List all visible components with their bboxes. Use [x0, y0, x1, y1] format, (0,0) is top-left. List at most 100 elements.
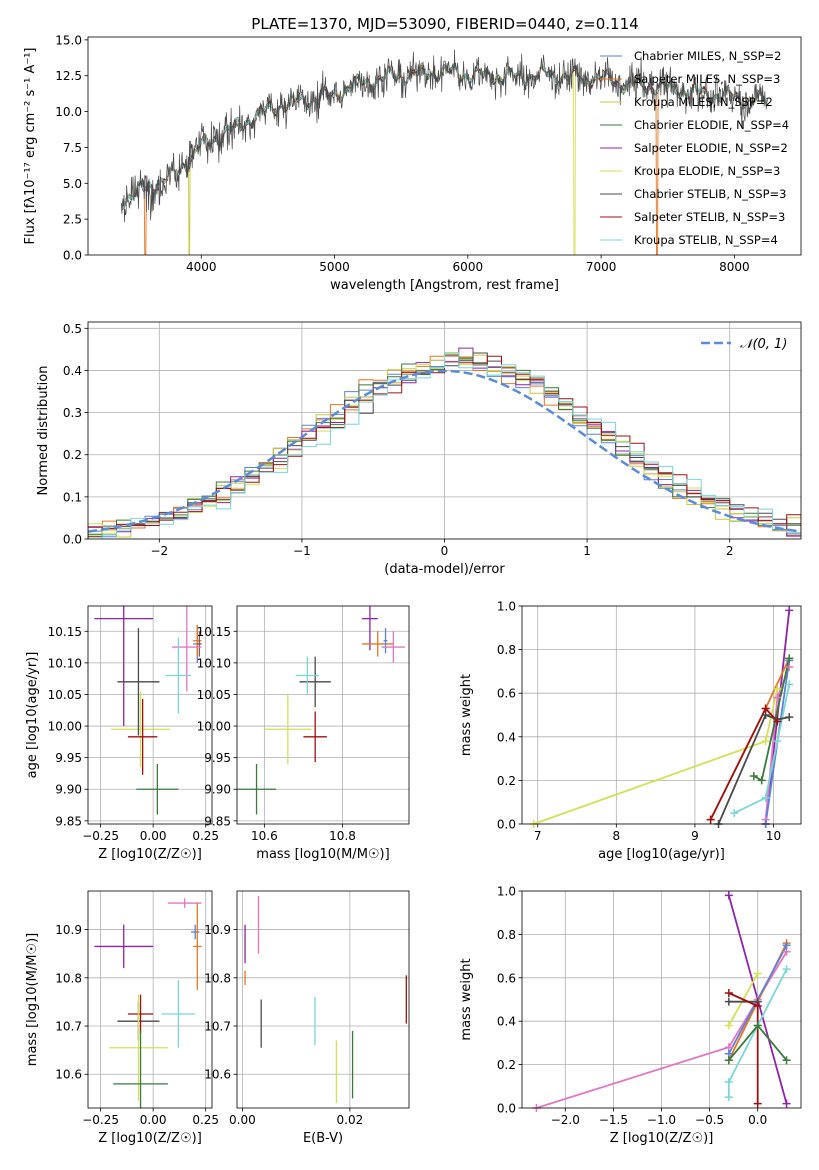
x-tick-label: 10.6: [251, 829, 278, 843]
y-tick-label: 5.0: [63, 177, 82, 191]
y-tick-label: 10.9: [204, 923, 231, 937]
x-tick-label: 0.00: [140, 1113, 167, 1127]
x-tick-label: −1: [293, 544, 311, 558]
x-tick-label: 1: [583, 544, 591, 558]
y-tick-label: 10.10: [48, 656, 82, 670]
mass-vs-ebv-plot-area: [237, 891, 409, 1108]
x-axis-label: age [log10(age/yr)]: [598, 847, 725, 862]
mass-weight-marker: [724, 1093, 733, 1102]
mass-weight-vs-age-frame: [521, 605, 802, 825]
residuals-frame: [87, 321, 802, 540]
mass-weight-marker: [785, 606, 794, 615]
y-tick-label: 0.6: [497, 687, 516, 701]
mass-weight-marker: [724, 997, 733, 1006]
x-tick-label: −1.0: [647, 1113, 676, 1127]
spectrum-series-line: [120, 62, 768, 255]
histogram-series: [88, 352, 801, 539]
mass-weight-marker: [724, 1077, 733, 1086]
residuals-plot-area: [88, 322, 801, 539]
age-vs-Z-plot-area: [88, 606, 212, 824]
y-tick-label: 12.5: [55, 69, 82, 83]
y-tick-label: 0.0: [497, 818, 516, 832]
mass-weight-line: [533, 688, 779, 824]
y-tick-label: 0.4: [63, 364, 82, 378]
y-tick-label: 10.00: [197, 720, 231, 734]
x-tick-label: 8000: [719, 260, 750, 274]
y-tick-label: 10.05: [197, 688, 231, 702]
x-axis-label: wavelength [Angstrom, rest frame]: [330, 278, 559, 293]
y-tick-label: 0.2: [497, 774, 516, 788]
x-tick-label: 2: [726, 544, 734, 558]
y-tick-label: 0.6: [497, 971, 516, 985]
mass-weight-marker: [785, 713, 794, 722]
y-axis-label: Flux [fλ10⁻¹⁷ erg cm⁻² s⁻¹ A⁻¹]: [23, 48, 38, 245]
mass-weight-line: [733, 684, 791, 814]
mass-weight-marker: [782, 1056, 791, 1065]
y-tick-label: 0.8: [497, 928, 516, 942]
legend-entry: 𝒩(0, 1): [740, 337, 787, 352]
mass-weight-marker: [753, 1002, 762, 1011]
y-tick-label: 10.15: [48, 625, 82, 639]
age-vs-Z-frame: [87, 605, 213, 825]
normal-curve: [88, 369, 801, 533]
mass-weight-marker: [782, 1099, 791, 1108]
legend-entry: Salpeter ELODIE, N_SSP=2: [634, 141, 788, 155]
y-tick-label: 10.7: [204, 1020, 231, 1034]
y-tick-label: 0.4: [497, 730, 516, 744]
x-tick-label: 4000: [186, 260, 217, 274]
y-tick-label: 9.95: [204, 751, 231, 765]
y-axis-label: mass weight: [459, 958, 474, 1040]
spectrum-series-line: [121, 62, 768, 255]
y-tick-label: 10.8: [55, 971, 82, 985]
y-tick-label: 0.4: [497, 1015, 516, 1029]
y-tick-label: 9.85: [204, 814, 231, 828]
y-tick-label: 0.0: [63, 533, 82, 547]
x-axis-label: Z [log10(Z/Z☉)]: [610, 1131, 714, 1146]
mass-weight-marker: [773, 693, 782, 702]
spectrum-series-line: [120, 49, 768, 223]
y-axis-label: Normed distribution: [36, 366, 51, 496]
y-tick-label: 10.6: [204, 1068, 231, 1082]
mass-weight-marker: [753, 969, 762, 978]
x-tick-label: −2: [150, 544, 168, 558]
mass-weight-marker: [724, 891, 733, 900]
plot-layer: 4000 5000 6000 7000 80000.02.55.07.510.012.5…: [23, 33, 802, 1146]
y-tick-label: 0.3: [63, 406, 82, 420]
mass-weight-marker: [730, 809, 739, 818]
y-tick-label: 0.2: [63, 448, 82, 462]
y-tick-label: 10.05: [48, 688, 82, 702]
x-tick-label: −0.25: [82, 1113, 119, 1127]
mass-vs-Z-frame: [87, 890, 213, 1109]
y-tick-label: 0.5: [63, 322, 82, 336]
y-tick-label: 0.0: [497, 1102, 516, 1116]
mass-weight-marker: [773, 717, 782, 726]
mass-weight-marker: [782, 941, 791, 950]
mass-weight-marker: [753, 1099, 762, 1108]
figure-title: PLATE=1370, MJD=53090, FIBERID=0440, z=0…: [251, 15, 638, 33]
mass-weight-marker: [773, 684, 782, 693]
y-tick-label: 9.90: [55, 783, 82, 797]
mass-weight-marker: [773, 737, 782, 746]
x-tick-label: −0.5: [695, 1113, 724, 1127]
mass-weight-line: [727, 968, 788, 1098]
y-tick-label: 9.95: [55, 751, 82, 765]
legend-entry: Chabrier ELODIE, N_SSP=4: [634, 118, 789, 132]
x-axis-label: mass [log10(M/M☉)]: [256, 847, 389, 862]
mass-weight-marker: [785, 654, 794, 663]
x-tick-label: 7: [534, 829, 542, 843]
y-tick-label: 10.0: [55, 105, 82, 119]
mass-vs-Z-axes: −0.25 0.00 0.25 10.6 10.7 10.8 10.9 Z [log10(Z/…: [25, 890, 219, 1146]
mass-weight-marker: [724, 1021, 733, 1030]
y-tick-label: 0.0: [63, 249, 82, 263]
mass-weight-marker: [753, 1021, 762, 1030]
y-tick-label: 10.9: [55, 923, 82, 937]
x-tick-label: 0.00: [140, 829, 167, 843]
mass-weight-vs-Z-frame: [521, 890, 802, 1109]
y-tick-label: 1.0: [497, 600, 516, 614]
y-tick-label: 15.0: [55, 33, 82, 47]
residuals-axes: −2 −1 0 1 2 0.0 0.1 0.2 0.3 0.4 0.5 (data-model)/er…: [36, 321, 802, 577]
y-tick-label: 2.5: [63, 213, 82, 227]
mass-weight-marker: [706, 815, 715, 824]
age-vs-mass-axes: 10.6 10.8 9.85 9.90 9.95 10.00 10.05 10.10 10.15…: [197, 605, 410, 862]
